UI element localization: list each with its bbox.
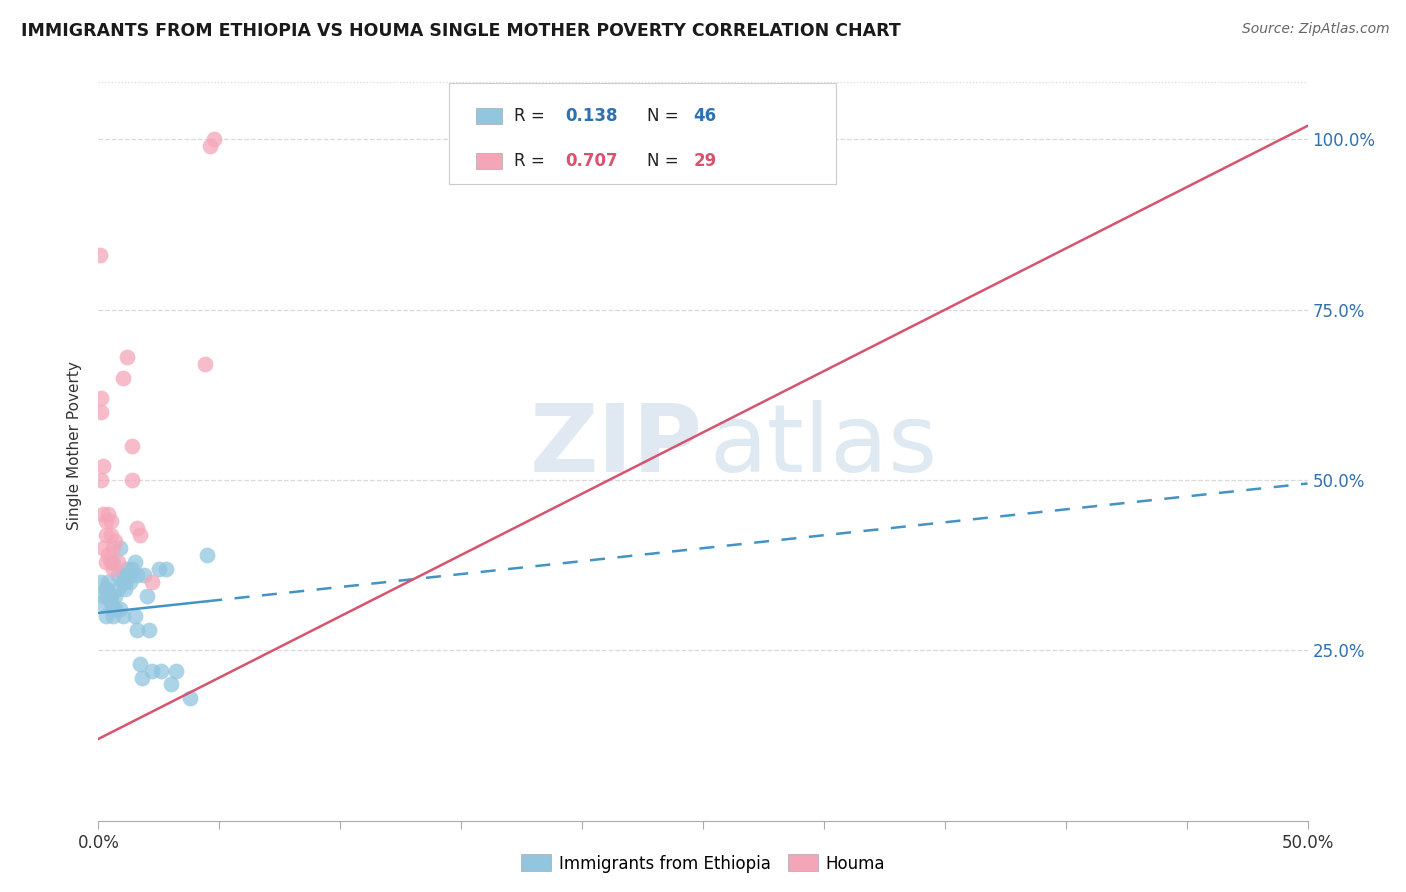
Point	[100, 527, 122, 541]
Point	[160, 677, 183, 691]
Point	[90, 473, 112, 487]
Text: N =: N =	[647, 107, 685, 125]
Point	[107, 582, 129, 596]
Point	[91, 459, 114, 474]
Point	[117, 568, 139, 582]
Text: 29: 29	[693, 152, 717, 169]
Text: Source: ZipAtlas.com: Source: ZipAtlas.com	[1241, 22, 1389, 37]
Point	[127, 521, 149, 535]
Point	[194, 357, 217, 371]
Point	[128, 527, 150, 541]
Point	[104, 534, 127, 549]
Point	[111, 575, 134, 590]
Point	[111, 568, 134, 582]
FancyBboxPatch shape	[475, 153, 502, 169]
Legend: Immigrants from Ethiopia, Houma: Immigrants from Ethiopia, Houma	[515, 847, 891, 880]
Point	[111, 609, 134, 624]
Point	[114, 582, 136, 596]
Point	[198, 139, 221, 153]
Point	[155, 561, 177, 575]
Text: ZIP: ZIP	[530, 400, 703, 492]
Point	[107, 568, 129, 582]
Point	[91, 507, 114, 521]
Text: R =: R =	[515, 152, 550, 169]
Point	[104, 602, 127, 616]
Point	[97, 575, 120, 590]
Point	[100, 514, 122, 528]
Point	[124, 555, 146, 569]
Point	[90, 392, 112, 406]
Point	[108, 602, 131, 616]
Point	[127, 568, 149, 582]
Point	[108, 541, 131, 556]
Y-axis label: Single Mother Poverty: Single Mother Poverty	[67, 361, 83, 531]
Point	[94, 582, 117, 596]
FancyBboxPatch shape	[475, 108, 502, 124]
Point	[100, 589, 122, 603]
Point	[94, 582, 117, 596]
FancyBboxPatch shape	[449, 83, 837, 184]
Point	[124, 609, 146, 624]
Point	[94, 514, 117, 528]
Point	[114, 575, 136, 590]
Point	[134, 568, 156, 582]
Point	[101, 561, 124, 575]
Point	[118, 568, 141, 582]
Point	[100, 555, 122, 569]
Point	[97, 548, 120, 562]
Point	[138, 623, 160, 637]
Point	[94, 609, 117, 624]
Point	[121, 561, 143, 575]
Point	[104, 589, 127, 603]
Point	[97, 589, 120, 603]
Text: N =: N =	[647, 152, 685, 169]
Point	[135, 589, 157, 603]
Text: IMMIGRANTS FROM ETHIOPIA VS HOUMA SINGLE MOTHER POVERTY CORRELATION CHART: IMMIGRANTS FROM ETHIOPIA VS HOUMA SINGLE…	[21, 22, 901, 40]
Point	[128, 657, 150, 671]
Point	[91, 541, 114, 556]
Point	[100, 596, 122, 610]
Text: atlas: atlas	[709, 400, 938, 492]
Point	[121, 439, 143, 453]
Point	[101, 555, 124, 569]
Point	[165, 664, 187, 678]
Point	[117, 351, 139, 365]
Point	[89, 248, 111, 262]
Point	[121, 473, 143, 487]
Point	[90, 575, 112, 590]
Point	[204, 132, 226, 146]
Point	[148, 561, 170, 575]
Point	[101, 609, 124, 624]
Point	[150, 664, 173, 678]
Point	[94, 527, 117, 541]
Point	[97, 507, 120, 521]
Point	[101, 602, 124, 616]
Text: R =: R =	[515, 107, 550, 125]
Point	[111, 371, 134, 385]
Point	[91, 589, 114, 603]
Point	[131, 671, 153, 685]
Point	[118, 575, 141, 590]
Point	[94, 555, 117, 569]
Point	[107, 555, 129, 569]
Point	[90, 596, 112, 610]
Text: 46: 46	[693, 107, 717, 125]
Point	[101, 541, 124, 556]
Text: 0.707: 0.707	[565, 152, 617, 169]
Point	[179, 691, 201, 706]
Point	[90, 405, 112, 419]
Point	[141, 575, 163, 590]
Point	[127, 623, 149, 637]
Point	[117, 561, 139, 575]
Point	[141, 664, 163, 678]
Text: 0.138: 0.138	[565, 107, 617, 125]
Point	[195, 548, 218, 562]
